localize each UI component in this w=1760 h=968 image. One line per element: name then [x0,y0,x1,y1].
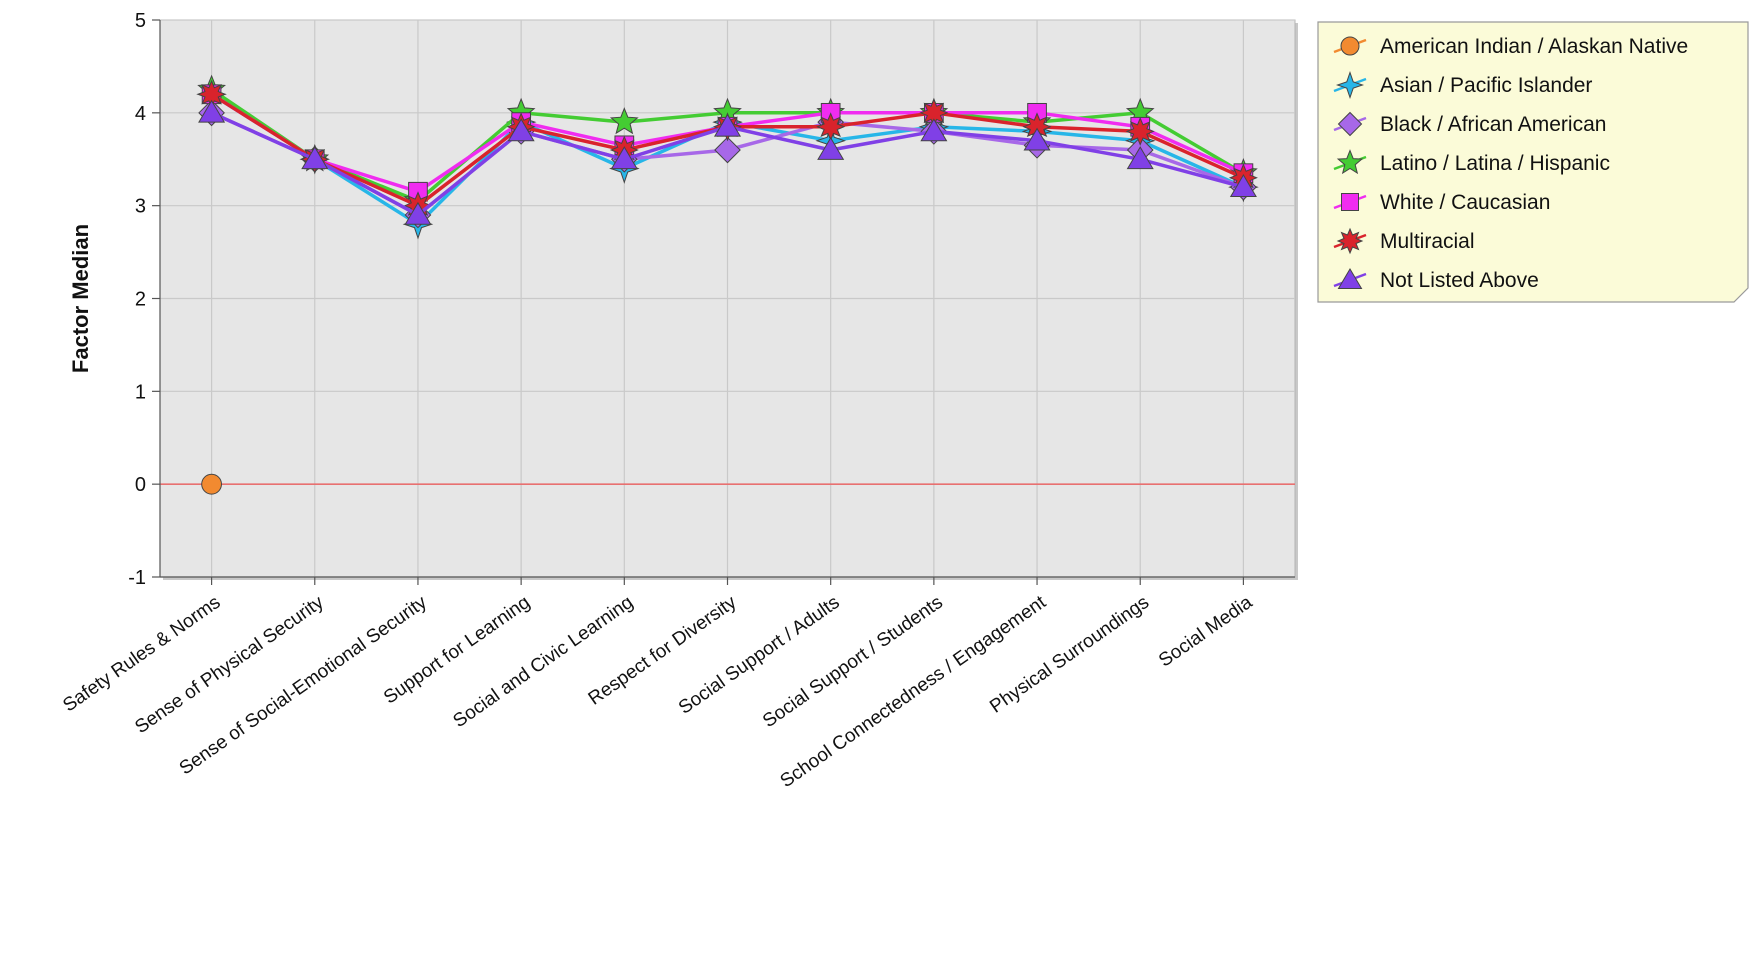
legend-label: Latino / Latina / Hispanic [1380,152,1610,175]
legend-label: White / Caucasian [1380,191,1550,214]
data-point [201,473,222,495]
legend-item: Latino / Latina / Hispanic [1333,149,1610,175]
data-point [1023,127,1051,151]
data-point [1126,146,1154,170]
legend-label: American Indian / Alaskan Native [1380,35,1688,58]
data-point [816,112,846,142]
series-1 [201,473,222,495]
data-point [817,136,845,160]
legend-label: Asian / Pacific Islander [1380,74,1592,97]
data-point [1229,174,1257,197]
legend-item: Asian / Pacific Islander [1333,70,1592,100]
data-point [713,113,742,137]
y-tick-label: -1 [128,567,146,589]
legend-item: White / Caucasian [1333,191,1550,214]
data-point [301,146,329,170]
data-point [714,136,741,164]
series-group [196,74,1259,495]
data-point [609,107,639,135]
legend-marker [1340,36,1360,56]
legend-box [1317,21,1749,303]
legend-label: Not Listed Above [1380,269,1539,292]
data-point [610,146,638,170]
legend-item: Black / African American [1333,111,1606,137]
y-tick-label: 5 [135,10,146,32]
y-tick-label: 1 [135,381,146,403]
data-point [404,201,432,225]
y-tick-label: 4 [135,103,146,125]
legend-label: Multiracial [1380,230,1475,253]
legend-label: Black / African American [1380,113,1606,136]
data-point [920,118,948,142]
data-point [198,99,226,123]
y-axis-label: Factor Median [68,224,93,373]
legend-marker [1337,111,1363,137]
legend-marker [1341,193,1359,211]
legend-marker [1337,268,1363,289]
y-tick-label: 3 [135,196,146,218]
series-7 [198,99,1257,225]
y-tick-label: 2 [135,289,146,311]
x-tick-label: Social Media [1155,592,1257,672]
legend-item: Not Listed Above [1333,268,1539,292]
legend-item: American Indian / Alaskan Native [1333,35,1688,58]
legend-marker [1336,149,1364,175]
legend: American Indian / Alaskan Native Asian / … [1317,21,1749,303]
legend-marker [1336,227,1364,255]
x-tick-label: Social and Civic Learning [450,592,638,732]
x-tick-label: Sense of Physical Security [131,592,328,739]
x-tick-label: Social Support / Students [759,592,947,732]
y-tick-label: 0 [135,474,146,496]
data-point [507,118,535,142]
legend-item: Multiracial [1333,227,1475,255]
legend-marker [1335,70,1365,100]
data-point [1125,116,1155,146]
